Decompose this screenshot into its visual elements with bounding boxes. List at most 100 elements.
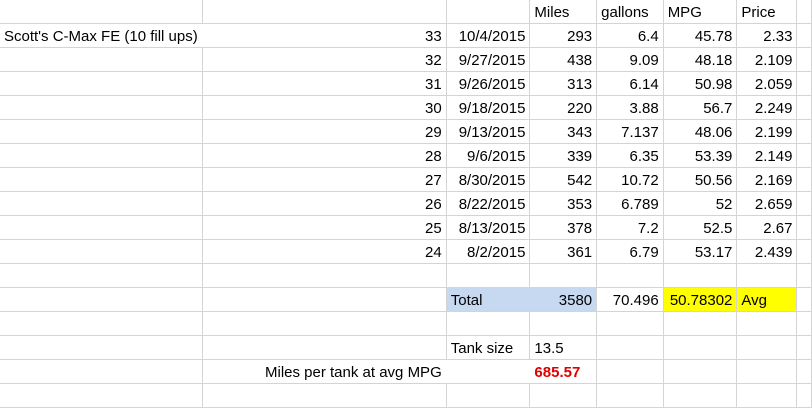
price-cell[interactable]: 2.33 (736, 23, 798, 48)
gallons-cell[interactable]: 7.2 (596, 215, 664, 240)
gallons-cell[interactable]: 3.88 (596, 95, 664, 120)
cell[interactable] (663, 335, 738, 360)
fill-up-date[interactable]: 8/13/2015 (446, 215, 531, 240)
gallons-cell[interactable]: 6.35 (596, 143, 664, 168)
fill-up-date[interactable]: 9/27/2015 (446, 47, 531, 72)
cell[interactable] (736, 263, 798, 288)
cell[interactable] (0, 215, 203, 240)
cell[interactable] (796, 47, 812, 72)
cell[interactable] (796, 167, 812, 192)
mpg-cell[interactable]: 48.18 (663, 47, 738, 72)
cell[interactable] (202, 335, 447, 360)
cell[interactable] (0, 239, 203, 264)
fill-up-date[interactable]: 9/6/2015 (446, 143, 531, 168)
fill-up-date[interactable]: 8/30/2015 (446, 167, 531, 192)
cell[interactable] (446, 311, 531, 336)
miles-header[interactable]: Miles (529, 0, 598, 24)
fill-up-number[interactable]: 27 (202, 167, 447, 192)
fill-up-number[interactable]: 28 (202, 143, 447, 168)
cell[interactable] (0, 335, 203, 360)
cell[interactable] (796, 239, 812, 264)
cell[interactable] (796, 191, 812, 216)
cell[interactable] (736, 335, 798, 360)
cell[interactable] (0, 143, 203, 168)
tank-size-label[interactable]: Tank size (446, 335, 531, 360)
cell[interactable] (446, 263, 531, 288)
cell[interactable] (446, 0, 531, 24)
cell[interactable] (0, 287, 203, 312)
cell[interactable] (736, 359, 798, 384)
cell[interactable] (202, 263, 447, 288)
fill-up-date[interactable]: 8/22/2015 (446, 191, 531, 216)
cell[interactable] (796, 23, 812, 48)
miles-cell[interactable]: 438 (529, 47, 598, 72)
cell[interactable] (202, 311, 447, 336)
cell[interactable] (796, 119, 812, 144)
sheet-title-cell[interactable]: Scott's C-Max FE (10 fill ups) (0, 23, 203, 48)
cell[interactable] (0, 191, 203, 216)
avg-label[interactable]: Avg (736, 287, 798, 312)
price-cell[interactable]: 2.249 (736, 95, 798, 120)
cell[interactable] (0, 263, 203, 288)
mpg-cell[interactable]: 56.7 (663, 95, 738, 120)
cell[interactable] (596, 311, 664, 336)
mpg-cell[interactable]: 50.98 (663, 71, 738, 96)
fill-up-date[interactable]: 9/26/2015 (446, 71, 531, 96)
cell[interactable] (0, 383, 203, 408)
cell[interactable] (596, 359, 664, 384)
cell[interactable] (0, 71, 203, 96)
cell[interactable] (202, 383, 447, 408)
miles-cell[interactable]: 542 (529, 167, 598, 192)
cell[interactable] (202, 287, 447, 312)
cell[interactable] (736, 311, 798, 336)
cell[interactable] (0, 0, 203, 24)
mpg-cell[interactable]: 50.56 (663, 167, 738, 192)
gallons-cell[interactable]: 7.137 (596, 119, 664, 144)
cell[interactable] (0, 119, 203, 144)
cell[interactable] (796, 215, 812, 240)
miles-per-tank-value[interactable]: 685.57 (529, 359, 598, 384)
cell[interactable] (0, 95, 203, 120)
cell[interactable] (796, 95, 812, 120)
cell[interactable] (529, 311, 598, 336)
gallons-cell[interactable]: 6.79 (596, 239, 664, 264)
cell[interactable] (796, 263, 812, 288)
cell[interactable] (796, 383, 812, 408)
mpg-cell[interactable]: 45.78 (663, 23, 738, 48)
gallons-cell[interactable]: 6.14 (596, 71, 664, 96)
cell[interactable] (796, 71, 812, 96)
miles-cell[interactable]: 220 (529, 95, 598, 120)
mpg-cell[interactable]: 52 (663, 191, 738, 216)
fill-up-number[interactable]: 29 (202, 119, 447, 144)
gallons-header[interactable]: gallons (596, 0, 664, 24)
cell[interactable] (796, 143, 812, 168)
price-cell[interactable]: 2.169 (736, 167, 798, 192)
fill-up-number[interactable]: 32 (202, 47, 447, 72)
mpg-cell[interactable]: 53.39 (663, 143, 738, 168)
mpg-header[interactable]: MPG (663, 0, 738, 24)
miles-cell[interactable]: 293 (529, 23, 598, 48)
cell[interactable] (0, 359, 203, 384)
mpg-cell[interactable]: 53.17 (663, 239, 738, 264)
cell[interactable] (663, 263, 738, 288)
gallons-cell[interactable]: 9.09 (596, 47, 664, 72)
miles-cell[interactable]: 343 (529, 119, 598, 144)
mpg-cell[interactable]: 52.5 (663, 215, 738, 240)
fill-up-date[interactable]: 8/2/2015 (446, 239, 531, 264)
price-cell[interactable]: 2.109 (736, 47, 798, 72)
cell[interactable] (596, 383, 664, 408)
price-header[interactable]: Price (736, 0, 798, 24)
fill-up-number[interactable]: 33 (202, 23, 447, 48)
mpg-cell[interactable]: 48.06 (663, 119, 738, 144)
price-cell[interactable]: 2.439 (736, 239, 798, 264)
gallons-cell[interactable]: 10.72 (596, 167, 664, 192)
cell[interactable] (796, 359, 812, 384)
miles-cell[interactable]: 378 (529, 215, 598, 240)
fill-up-date[interactable]: 10/4/2015 (446, 23, 531, 48)
cell[interactable] (529, 263, 598, 288)
cell[interactable] (663, 359, 738, 384)
fill-up-number[interactable]: 26 (202, 191, 447, 216)
fill-up-number[interactable]: 25 (202, 215, 447, 240)
price-cell[interactable]: 2.199 (736, 119, 798, 144)
cell[interactable] (446, 359, 530, 384)
